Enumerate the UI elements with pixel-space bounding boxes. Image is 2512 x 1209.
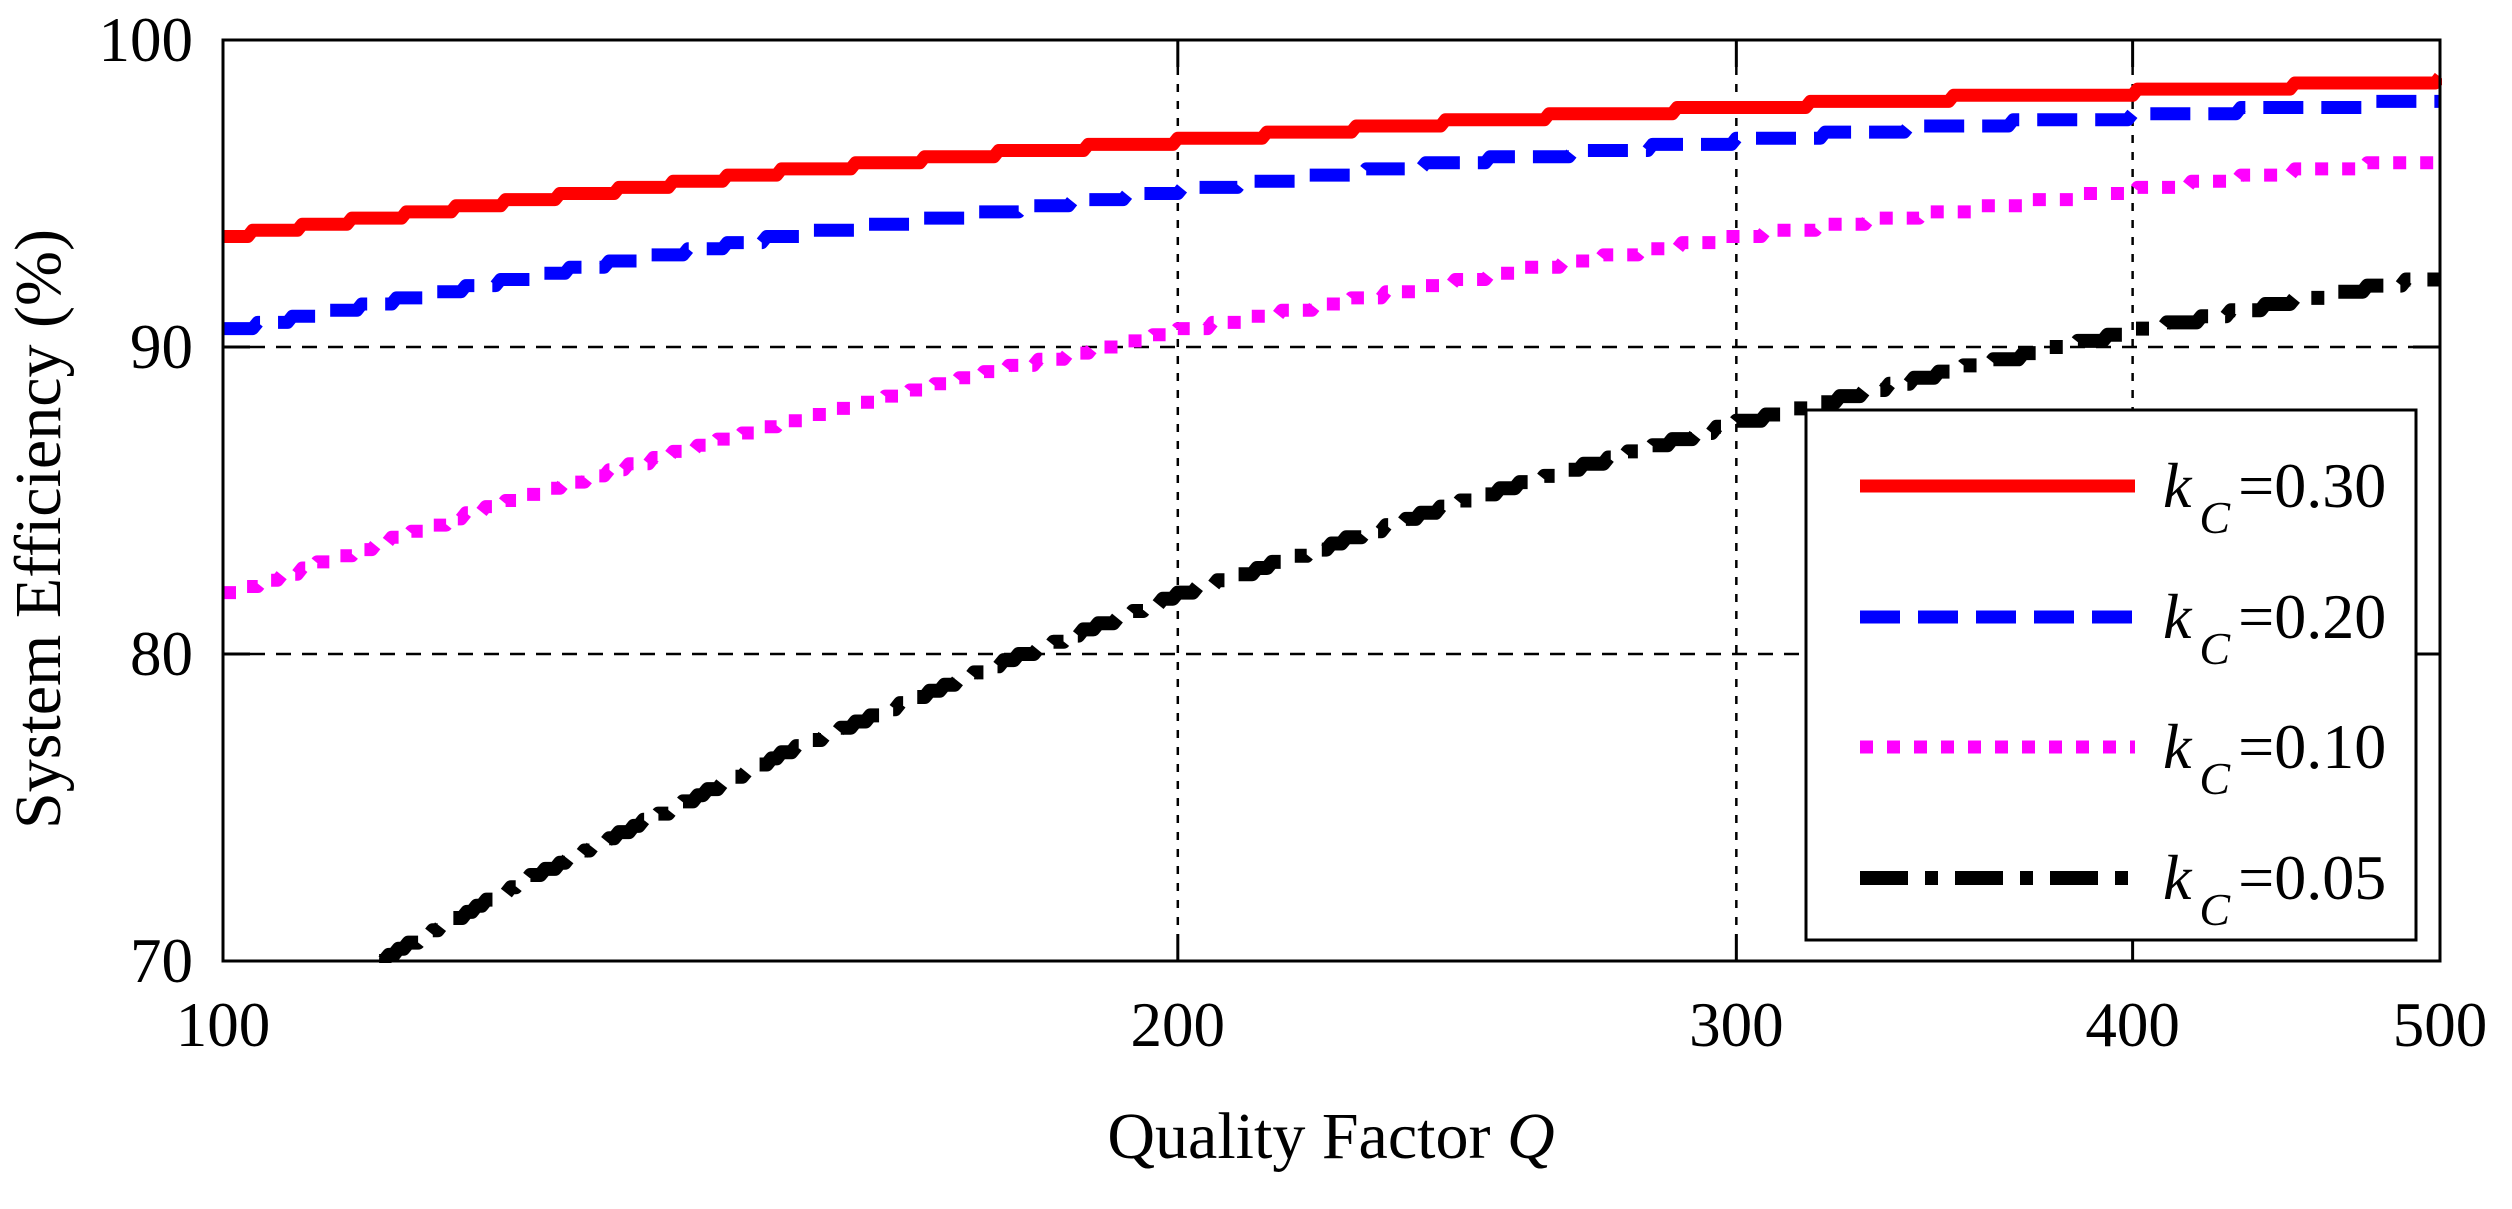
legend-row-kC=0.30: k C =0.30 xyxy=(1860,450,2386,543)
series-line-kC=0.30 xyxy=(221,72,2442,243)
plot-border xyxy=(221,38,2442,963)
legend-label-kC=0.20: k C =0.20 xyxy=(2163,581,2386,674)
x-axis-title-main: Quality Factor xyxy=(1107,1100,1507,1173)
series-line-kC=0.10 xyxy=(221,156,2442,600)
legend-row-kC=0.10: k C =0.10 xyxy=(1860,711,2386,804)
series-line-kC=0.20 xyxy=(221,94,2442,336)
x-tick-label-200: 200 xyxy=(1131,990,1226,1060)
x-tick-label-400: 400 xyxy=(2085,990,2180,1060)
tick-labels: 100 200 300 400 500 70 80 90 100 xyxy=(99,5,2488,1060)
legend-label-kC=0.10: k C =0.10 xyxy=(2163,711,2386,804)
y-tick-label-80: 80 xyxy=(130,619,193,689)
y-tick-label-100: 100 xyxy=(99,5,194,75)
x-axis-title: Quality Factor Q xyxy=(1107,1100,1554,1173)
data-curves xyxy=(221,72,2442,963)
x-axis-title-symbol: Q xyxy=(1507,1100,1555,1173)
y-tick-label-90: 90 xyxy=(130,312,193,382)
legend-row-kC=0.20: k C =0.20 xyxy=(1860,581,2386,674)
legend-label-kC=0.05: k C =0.05 xyxy=(2163,842,2386,935)
x-tick-label-500: 500 xyxy=(2393,990,2488,1060)
legend-label-kC=0.30: k C =0.30 xyxy=(2163,450,2386,543)
series-line-kC=0.05 xyxy=(377,272,2442,963)
legend-row-kC=0.05: k C =0.05 xyxy=(1860,842,2386,935)
legend: k C =0.30 k C =0.20 k C =0.10 k C =0.05 xyxy=(1804,408,2418,942)
y-tick-label-70: 70 xyxy=(130,926,193,996)
y-axis-title: System Efficiency (%) xyxy=(2,229,75,829)
x-tick-label-100: 100 xyxy=(176,990,271,1060)
x-tick-label-300: 300 xyxy=(1689,990,1784,1060)
legend-box xyxy=(1804,408,2418,942)
